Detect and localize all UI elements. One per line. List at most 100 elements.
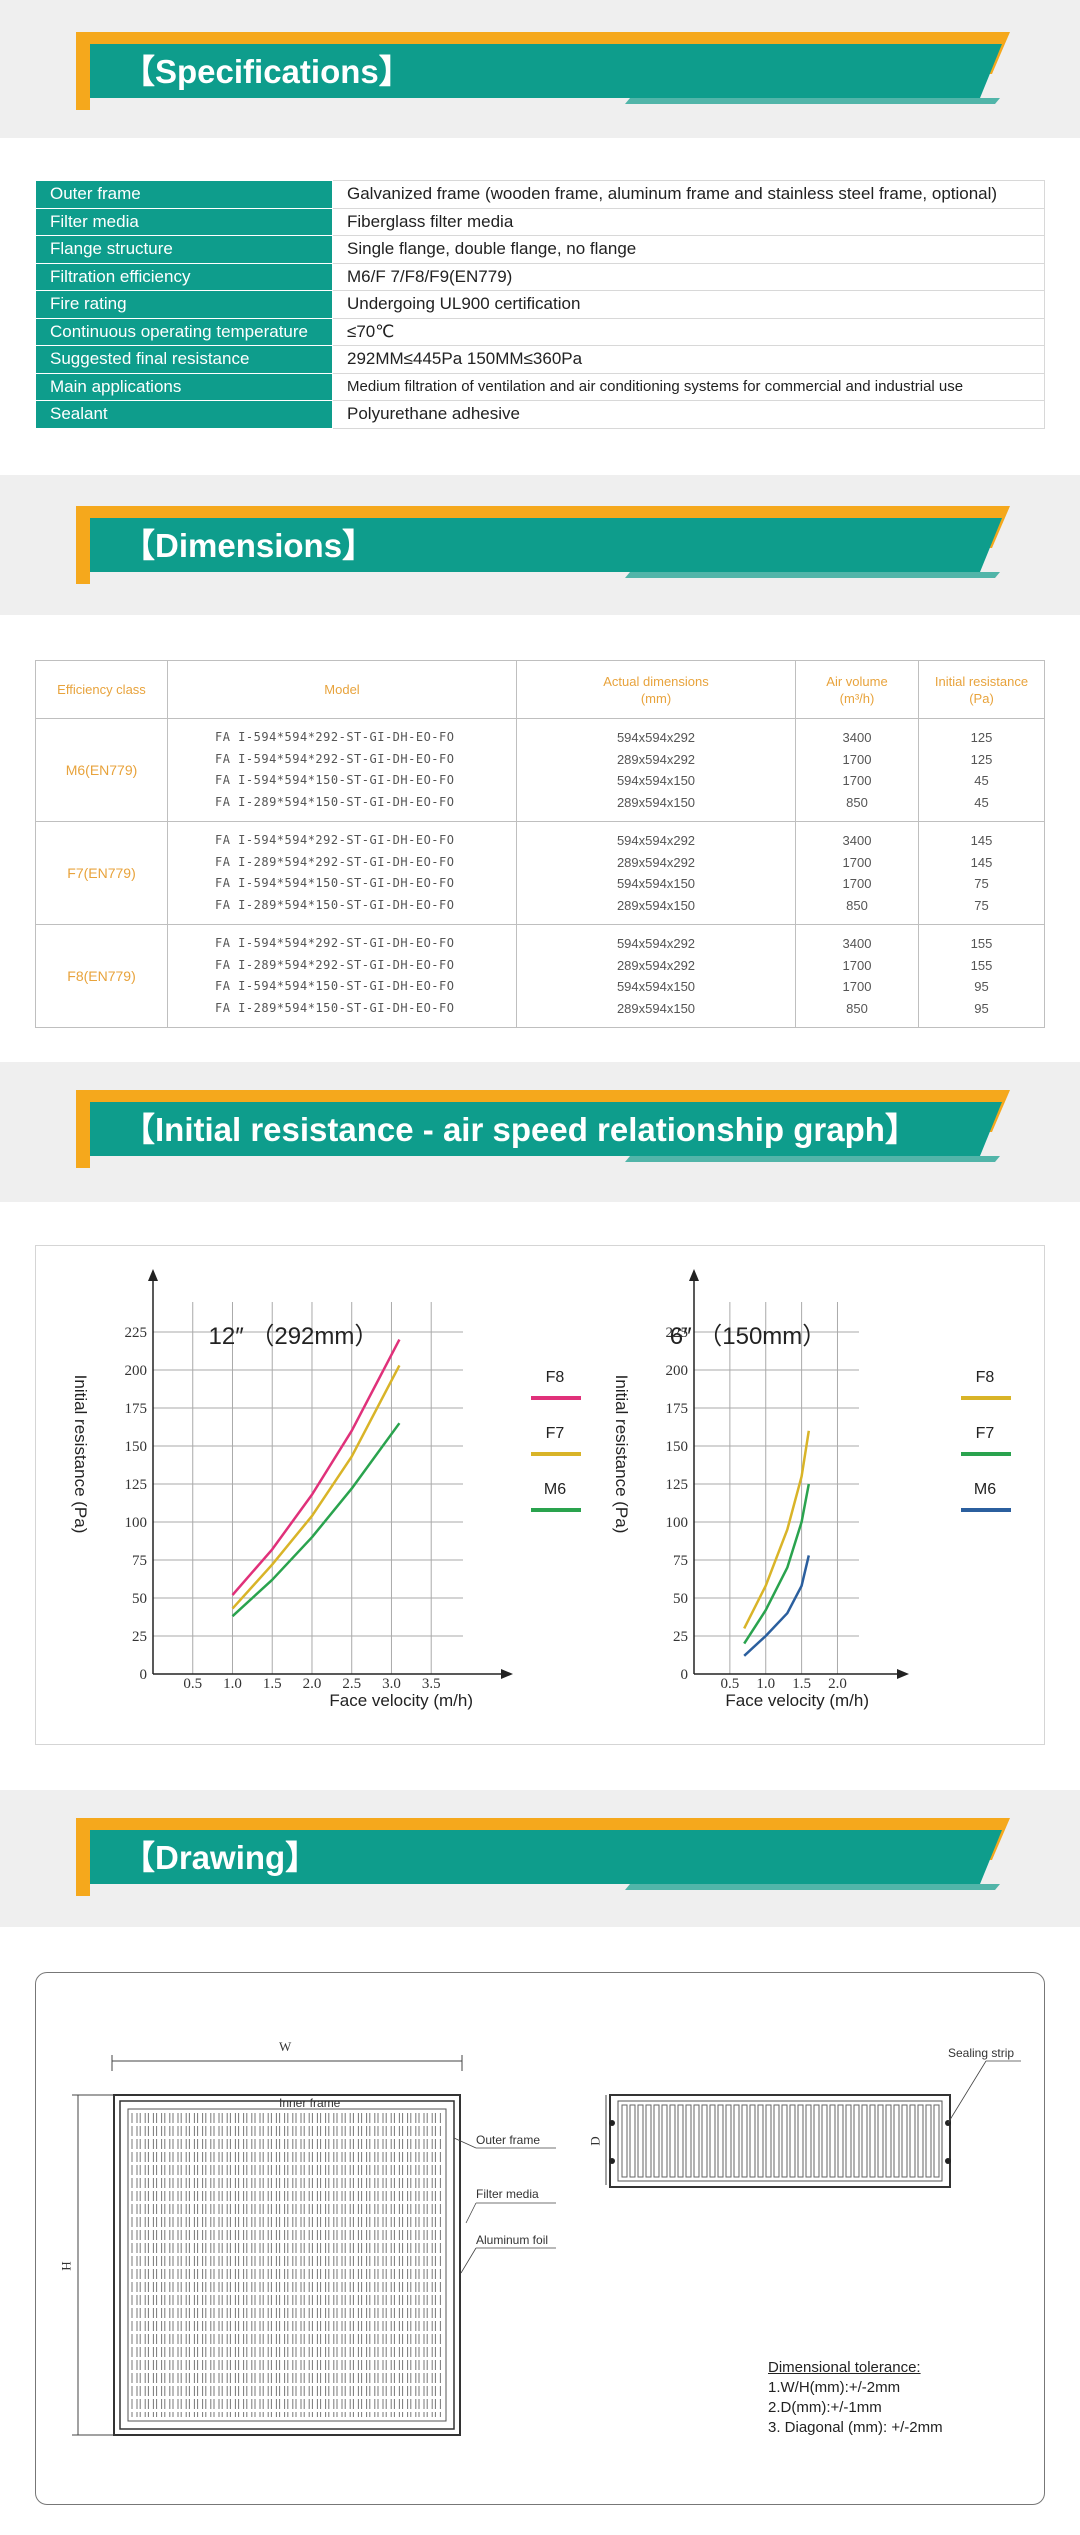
spec-value: Undergoing UL900 certification	[332, 290, 1045, 319]
spec-key: Main applications	[35, 372, 333, 401]
section-title-dimensions: 【Dimensions】	[122, 527, 376, 564]
y-tick-label: 100	[666, 1515, 689, 1531]
air-volume-cell: 3400 1700 1700 850	[795, 718, 919, 822]
w-label: W	[279, 2039, 292, 2054]
efficiency-class-cell: M6(EN779)	[35, 718, 168, 822]
y-tick-label: 0	[140, 1667, 148, 1683]
x-tick-label: 1.5	[792, 1676, 811, 1692]
spec-key: Flange structure	[35, 235, 333, 264]
outer-frame-shape	[113, 2094, 461, 2436]
y-tick-label: 225	[125, 1325, 148, 1341]
initial-resistance-cell: 145 145 75 75	[918, 821, 1045, 925]
legend-label: F7	[546, 1425, 565, 1442]
dimensions-table: Efficiency class Model Actual dimensions…	[35, 660, 1045, 1028]
x-tick-label: 1.5	[263, 1676, 282, 1692]
series-line-f7	[743, 1483, 811, 1645]
y-tick-label: 200	[666, 1363, 689, 1379]
section-title-drawing: 【Drawing】	[122, 1839, 319, 1876]
efficiency-class-cell: F7(EN779)	[35, 821, 168, 925]
banner-shape	[76, 506, 1010, 584]
tolerance-line-3: 3. Diagonal (mm): +/-2mm	[768, 2419, 943, 2436]
legend-label: F8	[546, 1369, 565, 1386]
section-title-graph: 【Initial resistance - air speed relation…	[122, 1111, 918, 1148]
actual-dimensions-cell: 594x594x292 289x594x292 594x594x150 289x…	[516, 718, 796, 822]
y-axis-arrow	[689, 1269, 699, 1281]
spec-key: Fire rating	[35, 290, 333, 319]
x-axis-label: Face velocity (m/h)	[725, 1691, 869, 1710]
x-tick-label: 2.5	[342, 1676, 361, 1692]
model-cell: FA I-594*594*292-ST-GI-DH-EO-FO FA I-289…	[167, 821, 517, 925]
legend-label: F7	[976, 1425, 995, 1442]
graph-banner: 【Initial resistance - air speed relation…	[70, 1076, 1010, 1186]
spec-key: Outer frame	[35, 180, 333, 209]
x-tick-label: 1.0	[223, 1676, 242, 1692]
x-tick-label: 2.0	[303, 1676, 322, 1692]
header-air-volume: Air volume (m³/h)	[795, 660, 919, 719]
inner-frame-label: Inner frame	[279, 2096, 341, 2110]
spec-row: Continuous operating temperature ≤70℃	[35, 317, 1045, 346]
d-label: D	[587, 2136, 603, 2146]
drawing-banner: 【Drawing】	[70, 1804, 1010, 1914]
resistance-charts: 0 25 50 75 100 125 150 175 200 225 0.5 1.0 1.5 2.0 2.5…	[71, 1269, 1011, 1710]
side-view	[605, 2060, 1021, 2188]
dimension-group-row: F8(EN779) FA I-594*594*292-ST-GI-DH-EO-FO…	[35, 924, 1045, 1028]
header-efficiency-class: Efficiency class	[35, 660, 168, 719]
tolerance-line-2: 2.D(mm):+/-1mm	[768, 2399, 882, 2416]
initial-resistance-cell: 155 155 95 95	[918, 924, 1045, 1028]
chart-title: 6″ （150mm）	[670, 1323, 827, 1350]
spec-row: Sealant Polyurethane adhesive	[35, 400, 1045, 429]
x-tick-label: 1.0	[756, 1676, 775, 1692]
dimensions-header-row: Efficiency class Model Actual dimensions…	[35, 660, 1045, 719]
x-tick-label: 0.5	[183, 1676, 202, 1692]
spec-value: Polyurethane adhesive	[332, 400, 1045, 429]
dimension-group-row: M6(EN779) FA I-594*594*292-ST-GI-DH-EO-FO…	[35, 718, 1045, 822]
y-axis-label: Initial resistance (Pa)	[612, 1375, 631, 1534]
x-tick-label: 2.0	[828, 1676, 847, 1692]
spec-value: Medium filtration of ventilation and air…	[332, 372, 1045, 401]
spec-value: Single flange, double flange, no flange	[332, 235, 1045, 264]
header-model: Model	[167, 660, 517, 719]
spec-value: Galvanized frame (wooden frame, aluminum…	[332, 180, 1045, 209]
banner-shape	[76, 1090, 1010, 1168]
banner-shape	[76, 1818, 1010, 1896]
series-line-f7	[231, 1364, 401, 1610]
y-tick-label: 50	[132, 1591, 147, 1607]
x-axis-arrow	[897, 1669, 909, 1679]
x-tick-label: 0.5	[720, 1676, 739, 1692]
y-tick-label: 0	[681, 1667, 689, 1683]
y-tick-label: 125	[125, 1477, 148, 1493]
header-initial-resistance: Initial resistance (Pa)	[918, 660, 1045, 719]
y-tick-label: 75	[132, 1553, 147, 1569]
series-line-m6	[743, 1555, 811, 1657]
graph-frame: 0 25 50 75 100 125 150 175 200 225 0.5 1.0 1.5 2.0 2.5…	[35, 1245, 1045, 1745]
y-tick-label: 25	[132, 1629, 147, 1645]
x-tick-label: 3.0	[382, 1676, 401, 1692]
chart-title: 12″ （292mm）	[209, 1323, 379, 1350]
y-tick-label: 75	[673, 1553, 688, 1569]
y-tick-label: 225	[666, 1325, 689, 1341]
sealing-strip-label: Sealing strip	[948, 2046, 1015, 2060]
drawing-frame: W H D Inner frame Outer frame Filter med…	[35, 1972, 1045, 2505]
x-axis-arrow	[501, 1669, 513, 1679]
spec-value: 292MM≤445Pa 150MM≤360Pa	[332, 345, 1045, 374]
spec-row: Suggested final resistance 292MM≤445Pa 15…	[35, 345, 1045, 374]
legend-label: M6	[544, 1481, 566, 1498]
y-tick-label: 125	[666, 1477, 689, 1493]
spec-row: Filter media Fiberglass filter media	[35, 207, 1045, 236]
series-line-f8	[231, 1339, 401, 1596]
y-tick-label: 175	[125, 1401, 148, 1417]
tolerance-title: Dimensional tolerance:	[768, 2359, 921, 2376]
spec-row: Filtration efficiency M6/F 7/F8/F9(EN779)	[35, 262, 1045, 291]
section-title-specifications: 【Specifications】	[122, 53, 412, 90]
aluminum-foil-label: Aluminum foil	[476, 2233, 549, 2247]
legend-label: M6	[974, 1481, 996, 1498]
legend-label: F8	[976, 1369, 995, 1386]
spec-row: Outer frame Galvanized frame (wooden fram…	[35, 180, 1045, 209]
inner-frame-shape	[119, 2100, 455, 2430]
specifications-table: Outer frame Galvanized frame (wooden fram…	[35, 180, 1045, 429]
spec-key: Filtration efficiency	[35, 262, 333, 291]
spec-key: Suggested final resistance	[35, 345, 333, 374]
y-axis-arrow	[148, 1269, 158, 1281]
y-tick-label: 200	[125, 1363, 148, 1379]
h-label: H	[58, 2261, 74, 2271]
